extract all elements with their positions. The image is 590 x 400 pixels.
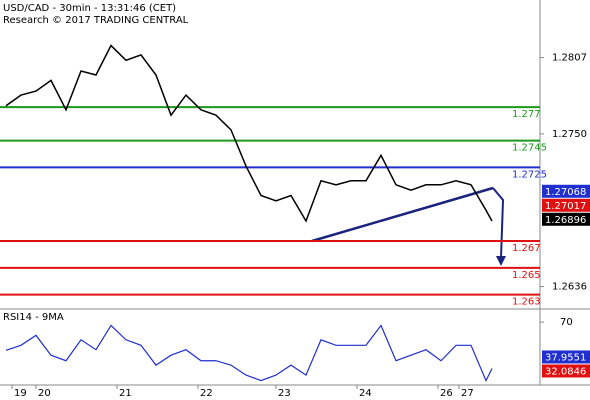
x-tick-label: 21 [119, 388, 132, 399]
chart-subtitle: Research © 2017 TRADING CENTRAL [3, 15, 189, 26]
chart-title: USD/CAD - 30min - 13:31:46 (CET) [3, 3, 176, 14]
trend-line [311, 186, 494, 243]
x-tick-label: 26 [440, 388, 453, 399]
level-label: 1.263 [512, 297, 541, 308]
rsi-title: RSI14 - 9MA [3, 312, 64, 323]
last-value-label: 1.27017 [545, 201, 586, 212]
rsi-tick-label: 70 [560, 317, 573, 328]
level-label: 1.267 [512, 243, 541, 254]
x-tick-label: 19 [14, 388, 27, 399]
rsi-last-label: 32.0846 [545, 366, 586, 377]
rsi-last-box [542, 350, 590, 364]
level-label: 1.2725 [512, 169, 547, 180]
x-tick-label: 24 [359, 388, 372, 399]
forecast-arrow [492, 187, 505, 259]
x-tick-label: 23 [278, 388, 291, 399]
y-tick-label: 1.2807 [552, 53, 587, 64]
last-value-label: 1.27068 [545, 187, 586, 198]
level-label: 1.2745 [512, 143, 547, 154]
rsi-line [5, 324, 493, 383]
level-label: 1.265 [512, 270, 541, 281]
last-value-box [542, 212, 590, 226]
price-line [5, 44, 493, 223]
x-tick-label: 22 [200, 388, 213, 399]
x-tick-label: 27 [461, 388, 474, 399]
last-value-box [542, 184, 590, 198]
arrow-head [496, 256, 506, 266]
last-value-box [542, 198, 590, 212]
last-value-label: 1.26896 [545, 215, 586, 226]
level-label: 1.277 [512, 109, 541, 120]
rsi-last-label: 37.9551 [545, 352, 586, 363]
y-tick-label: 1.2750 [552, 129, 587, 140]
x-tick-label: 20 [38, 388, 51, 399]
rsi-last-box [542, 364, 590, 378]
y-tick-label: 1.2636 [552, 282, 587, 293]
